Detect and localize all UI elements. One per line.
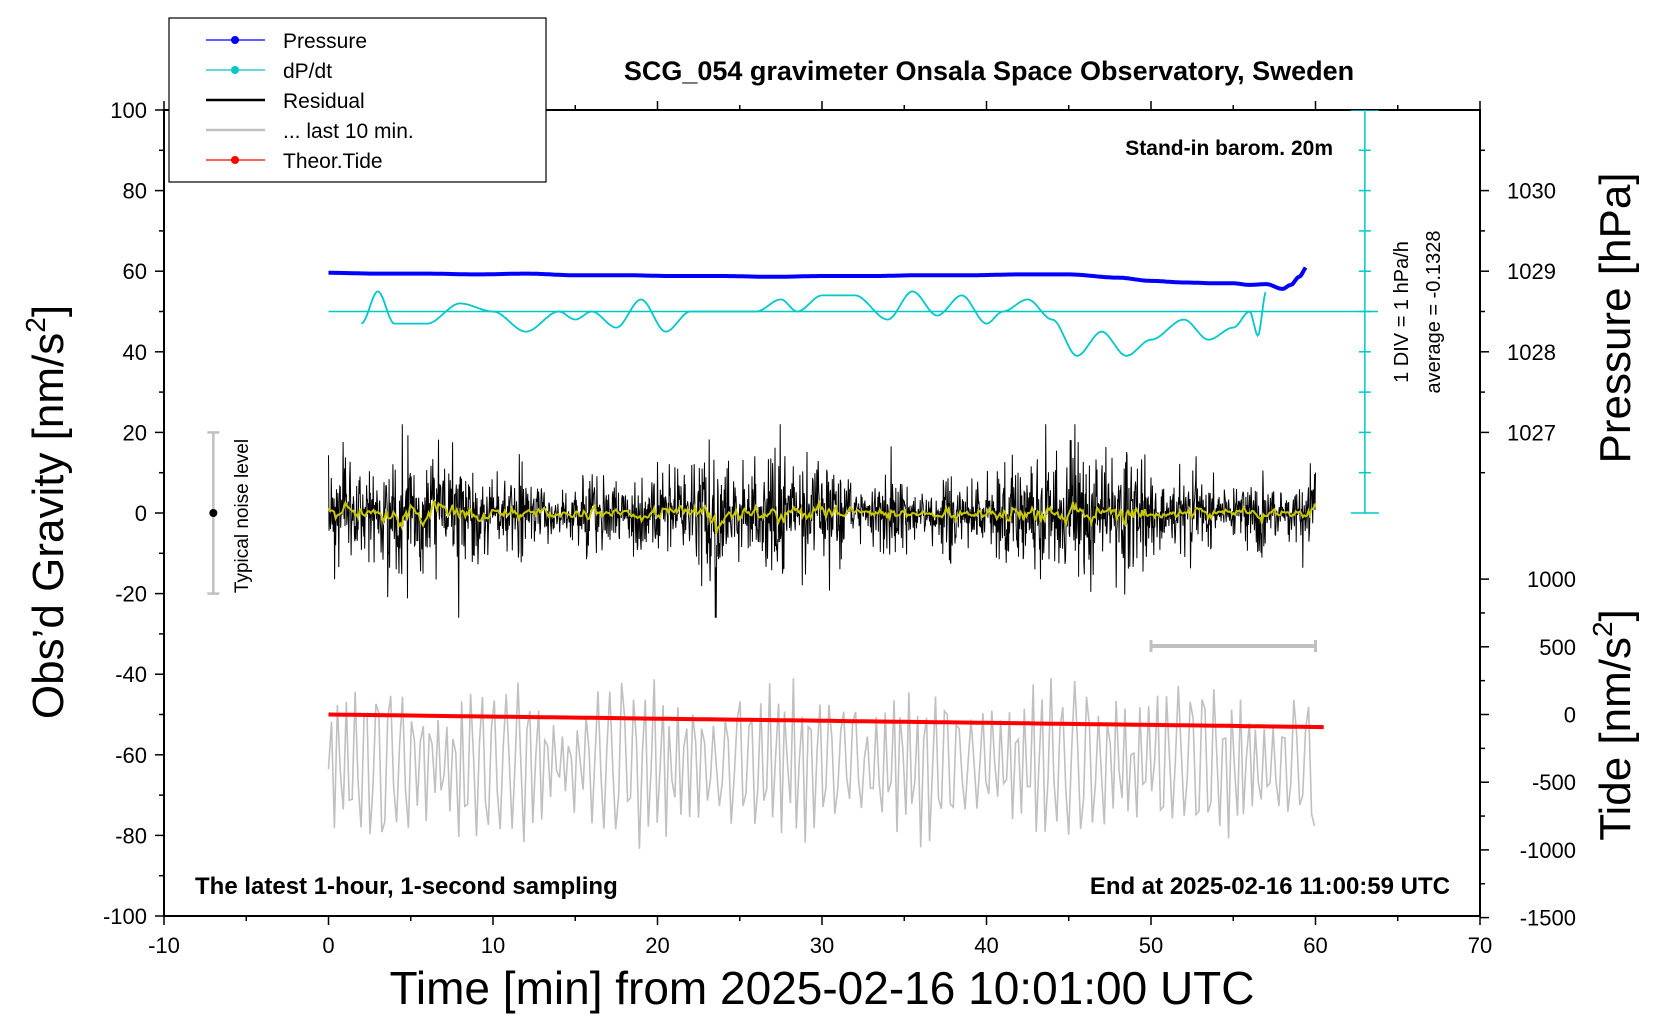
pressure-tick-label: 1027 — [1507, 420, 1556, 445]
dpdt-scale — [328, 110, 1379, 514]
pressure-tick-label: 1030 — [1507, 179, 1556, 204]
legend-tide-label: Theor.Tide — [283, 150, 383, 173]
noise-label: Typical noise level — [232, 439, 253, 593]
residual-series — [328, 424, 1316, 618]
x-tick-label: 50 — [1139, 933, 1163, 958]
x-tick-label: 70 — [1468, 933, 1492, 958]
dpdt-series — [361, 290, 1267, 357]
legend-dpdt-label: dP/dt — [283, 60, 332, 83]
legend: Pressure dP/dt Residual ... last 10 min.… — [168, 17, 547, 183]
y-tick-label: 100 — [110, 98, 147, 123]
y-tick-label: -60 — [115, 743, 147, 768]
legend-pressure-dot — [231, 36, 239, 44]
tide-tick-label: 0 — [1564, 703, 1576, 728]
tide-line — [328, 712, 1324, 730]
y-tick-label: 0 — [135, 501, 147, 526]
y-axis-title-pressure: Pressure [hPa] — [1591, 172, 1640, 463]
legend-residual-label: Residual — [283, 90, 365, 113]
y-tick-label: -80 — [115, 823, 147, 848]
y-tick-label: 80 — [123, 179, 147, 204]
x-tick-label: 0 — [322, 933, 334, 958]
x-tick-labels: -10 0 10 20 30 40 50 60 70 — [148, 933, 1492, 958]
y-tick-labels: 100 80 60 40 20 0 -20 -40 -60 -80 -100 — [103, 98, 147, 929]
chart-title: SCG_054 gravimeter Onsala Space Observat… — [624, 56, 1354, 86]
tide-tick-label: -1500 — [1520, 906, 1576, 931]
y-tick-label: 40 — [123, 340, 147, 365]
tide-tick-label: -1000 — [1520, 838, 1576, 863]
x-tick-label: 20 — [645, 933, 669, 958]
average-note: average = -0.1328 — [1423, 231, 1445, 394]
tide-tick-label: -500 — [1532, 770, 1576, 795]
residual-smooth-line — [327, 499, 1317, 534]
bottom-left-note: The latest 1-hour, 1-second sampling — [195, 873, 618, 900]
smooth-series — [327, 499, 1317, 534]
x-tick-label: 30 — [810, 933, 834, 958]
x-tick-label: 40 — [974, 933, 998, 958]
tide-tick-label: 1000 — [1527, 567, 1576, 592]
bottom-right-note: End at 2025-02-16 11:00:59 UTC — [1090, 873, 1450, 900]
y-tick-label: 60 — [123, 259, 147, 284]
y-axis-title-tide: Tide [nm/s2] — [1587, 609, 1640, 841]
tide-tick-label: 500 — [1539, 635, 1576, 660]
legend-last10-label: ... last 10 min. — [283, 120, 414, 143]
pressure-tick-labels: 1030 1029 1028 1027 — [1507, 179, 1556, 446]
legend-tide-dot — [231, 156, 239, 164]
noise-level-indicator — [207, 431, 220, 595]
legend-pressure-label: Pressure — [283, 30, 367, 53]
residual-line — [328, 424, 1316, 618]
y-tick-label: -20 — [115, 582, 147, 607]
x-axis-title: Time [min] from 2025-02-16 10:01:00 UTC — [390, 962, 1255, 1014]
x-tick-label: 60 — [1303, 933, 1327, 958]
y-axis-title-left: Obs’d Gravity [nm/s2] — [20, 305, 73, 719]
tide-series — [328, 712, 1324, 730]
tide-tick-labels: 1000 500 0 -500 -1000 -1500 — [1520, 567, 1576, 931]
noise-center-dot — [209, 509, 218, 517]
legend-dpdt-dot — [231, 66, 239, 74]
pressure-series — [328, 266, 1308, 291]
y-tick-label: -40 — [115, 662, 147, 687]
div-note: 1 DIV = 1 hPa/h — [1391, 241, 1413, 383]
pressure-line — [328, 266, 1308, 291]
y-tick-label: 20 — [123, 420, 147, 445]
stand-in-note: Stand-in barom. 20m — [1125, 137, 1333, 160]
pressure-tick-label: 1028 — [1507, 340, 1556, 365]
x-tick-label: 10 — [481, 933, 505, 958]
y-tick-label: -100 — [103, 904, 147, 929]
pressure-tick-label: 1029 — [1507, 259, 1556, 284]
ten-min-bar — [1149, 639, 1317, 652]
x-tick-label: -10 — [148, 933, 180, 958]
dpdt-line — [361, 290, 1267, 357]
